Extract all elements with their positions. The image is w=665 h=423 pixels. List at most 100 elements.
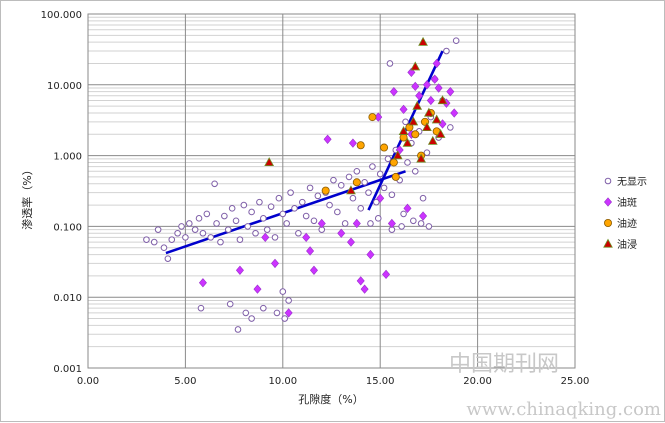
data-point — [389, 158, 398, 167]
data-point — [143, 236, 150, 243]
data-point — [446, 87, 455, 97]
data-point — [369, 163, 376, 170]
data-point — [360, 284, 369, 294]
data-point — [398, 126, 409, 135]
data-point — [252, 229, 259, 237]
data-point — [199, 229, 207, 237]
data-point — [365, 189, 372, 196]
data-point — [346, 237, 355, 247]
data-point — [242, 309, 250, 317]
data-point — [417, 220, 425, 227]
data-point — [418, 36, 428, 46]
data-point — [309, 265, 318, 275]
data-point — [271, 234, 279, 241]
data-point — [260, 304, 267, 312]
data-point — [387, 218, 396, 229]
y-tick-label: 10.000 — [47, 81, 82, 92]
data-point — [240, 201, 248, 209]
data-point — [426, 95, 435, 106]
data-point — [264, 157, 275, 167]
x-axis-label: 孔隙度（%） — [298, 392, 363, 406]
legend-item: 油斑 — [604, 196, 637, 209]
data-point — [226, 300, 234, 308]
legend-marker — [604, 177, 612, 185]
legend-item: 油迹 — [604, 217, 637, 230]
data-point — [412, 100, 423, 110]
data-point — [411, 130, 420, 139]
data-point — [408, 116, 419, 126]
data-point — [353, 168, 361, 175]
data-point — [228, 205, 236, 212]
data-point — [434, 83, 443, 93]
data-point — [323, 134, 332, 144]
data-point — [443, 47, 450, 55]
data-point — [337, 182, 345, 189]
data-point — [221, 212, 228, 220]
data-point — [410, 217, 417, 225]
data-point — [416, 153, 426, 163]
data-point — [326, 201, 333, 209]
data-point — [368, 113, 377, 122]
data-point — [411, 81, 420, 92]
data-point — [415, 91, 424, 101]
data-point — [174, 229, 181, 237]
data-point — [236, 236, 244, 243]
data-point — [374, 215, 382, 222]
legend-marker — [604, 197, 612, 207]
x-tick-label: 5.00 — [174, 376, 196, 387]
data-point — [403, 203, 412, 213]
data-point — [399, 104, 408, 115]
data-point — [425, 223, 433, 230]
legend-marker — [603, 238, 613, 248]
data-point — [260, 215, 267, 222]
data-point — [211, 180, 218, 188]
data-point — [427, 135, 438, 145]
data-point — [261, 232, 270, 243]
data-point — [291, 205, 298, 212]
data-point — [234, 326, 242, 333]
legend-item: 油浸 — [603, 238, 637, 251]
legend-label: 油迹 — [617, 217, 637, 230]
data-point — [376, 193, 385, 203]
data-point — [380, 143, 389, 152]
data-point — [361, 178, 368, 186]
series-4 — [264, 36, 448, 195]
data-point — [419, 211, 428, 221]
y-tick-label: 0.100 — [53, 222, 82, 233]
data-point — [279, 288, 287, 295]
data-point — [284, 308, 293, 318]
data-point — [334, 208, 341, 216]
data-point — [388, 191, 396, 199]
data-point — [348, 138, 357, 148]
data-point — [321, 186, 330, 195]
data-point — [346, 185, 356, 195]
legend-label: 油浸 — [617, 238, 637, 251]
data-point — [373, 198, 380, 206]
data-point — [404, 159, 411, 166]
data-point — [275, 194, 283, 202]
data-point — [287, 189, 294, 196]
data-point — [424, 107, 434, 117]
data-point — [160, 244, 168, 252]
data-point — [213, 220, 220, 227]
data-point — [235, 265, 244, 275]
x-tick-label: 0.00 — [77, 376, 99, 387]
data-point — [317, 218, 326, 229]
legend-label: 无显示 — [617, 176, 647, 188]
data-point — [337, 228, 346, 238]
data-point — [356, 141, 365, 150]
data-point — [298, 198, 306, 206]
data-point — [349, 194, 357, 202]
watermark-cn: 中国期刊网 — [449, 352, 559, 377]
data-point — [207, 234, 215, 241]
data-point — [279, 210, 287, 218]
data-point — [191, 226, 199, 233]
data-point — [352, 218, 361, 229]
data-point — [402, 137, 413, 147]
data-point — [422, 122, 432, 132]
data-point — [295, 229, 302, 237]
data-point — [402, 118, 409, 126]
data-point — [256, 198, 263, 206]
